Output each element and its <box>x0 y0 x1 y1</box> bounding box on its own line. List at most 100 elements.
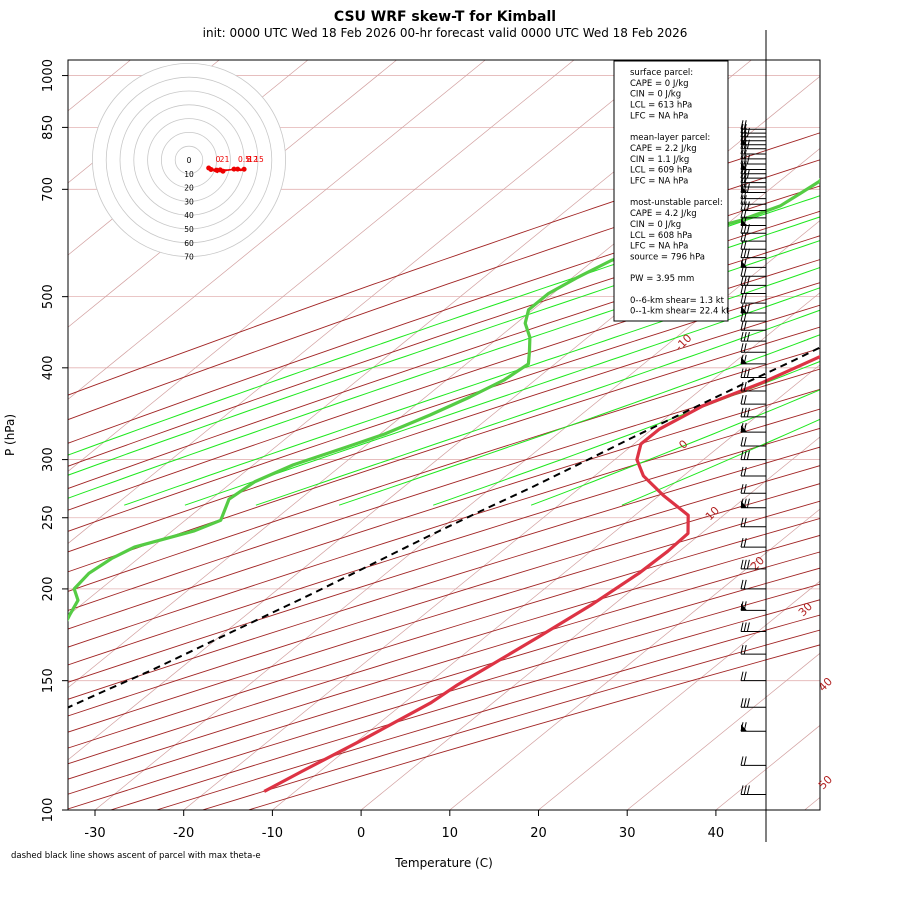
x-tick-label: -20 <box>173 826 194 841</box>
wind-barb-feather <box>740 517 744 527</box>
wind-barb <box>740 538 766 548</box>
dry-adiabat-line <box>68 388 820 630</box>
wind-barb <box>740 240 766 250</box>
wind-barb <box>740 312 766 322</box>
hodograph-point <box>217 167 223 173</box>
y-axis-label: P (hPa) <box>3 414 17 456</box>
chart-subtitle: init: 0000 UTC Wed 18 Feb 2026 00-hr for… <box>203 26 688 40</box>
wind-barb-feather <box>743 189 747 199</box>
hodograph-ring <box>105 76 273 244</box>
wind-barb-feather <box>743 284 747 294</box>
wind-barb <box>740 293 766 304</box>
x-tick-label: 40 <box>708 826 725 841</box>
wind-barb <box>740 321 766 331</box>
moist-adiabat-line <box>68 195 820 456</box>
wind-barb-feather <box>743 343 747 353</box>
wind-barb <box>740 601 766 611</box>
hodograph-ring <box>133 104 245 216</box>
wind-barb-feather <box>743 195 747 205</box>
wind-barb-feather <box>743 645 747 655</box>
wind-barb-feather <box>743 331 747 342</box>
wind-barb-feather <box>746 559 750 569</box>
wind-barb-pennant <box>741 306 747 314</box>
wind-barb-feather <box>743 368 747 378</box>
hodograph-ring-label: 50 <box>184 225 194 234</box>
x-tick-label: 0 <box>357 826 365 841</box>
isotherm-line <box>538 580 820 810</box>
hodograph-ring-label: 30 <box>184 197 194 206</box>
stats-line: CAPE = 4.2 J/kg <box>630 209 697 219</box>
wind-barb-feather <box>743 154 747 165</box>
stats-line: LCL = 609 hPa <box>630 166 692 176</box>
hodograph-trace-label: 0.5 <box>238 155 250 164</box>
dry-adiabat-line <box>68 347 820 592</box>
wind-barb <box>740 303 766 314</box>
hodograph-ring <box>119 90 259 230</box>
wind-barb-feather <box>743 381 747 392</box>
wind-barb-feather <box>746 201 750 211</box>
wind-barb-feather <box>746 450 750 460</box>
moist-adiabat-line <box>68 216 820 476</box>
wind-barb-feather <box>746 785 750 795</box>
wind-barb-feather <box>743 201 747 211</box>
wind-barb-pennant <box>741 603 747 611</box>
wind-barb-feather <box>743 756 747 766</box>
hodograph-ring <box>174 145 204 175</box>
wind-barb-feather <box>746 622 750 632</box>
wind-barb-feather <box>740 407 744 417</box>
moist-adiabat-line <box>184 287 820 506</box>
y-tick-label: 850 <box>41 115 56 140</box>
y-tick-label: 500 <box>41 284 56 309</box>
wind-barb-feather <box>740 394 744 405</box>
stats-line: LCL = 613 hPa <box>630 101 692 111</box>
wind-barb-feather <box>743 312 747 322</box>
wind-barb-feather <box>746 276 750 286</box>
wind-barb-feather <box>743 622 747 632</box>
x-tick-label: -30 <box>84 826 105 841</box>
wind-barb-feather <box>740 144 744 155</box>
stats-line: mean-layer parcel: <box>630 133 710 143</box>
wind-barb-feather <box>743 785 747 795</box>
hodograph-trace-label: 0 <box>216 155 221 164</box>
dry-adiabat-line <box>68 446 820 683</box>
stats-line: CIN = 0 J/kg <box>630 90 681 100</box>
wind-barb-feather <box>740 201 744 211</box>
stats-line: LFC = NA hPa <box>630 242 688 252</box>
wind-barb <box>740 248 766 259</box>
hodograph-ring-label: 0 <box>187 156 192 165</box>
wind-barb <box>740 276 766 286</box>
stats-line: PW = 3.95 mm <box>630 274 694 284</box>
wind-barb <box>740 785 766 795</box>
wind-barb-feather <box>743 436 747 447</box>
wind-barb-feather <box>743 123 747 134</box>
wind-barb <box>740 267 766 277</box>
dry-adiabat-line <box>68 259 820 511</box>
wind-barb <box>740 466 766 477</box>
wind-barb <box>740 622 766 633</box>
wind-barb-feather <box>743 450 747 460</box>
isotherm-line <box>94 220 820 810</box>
wind-barb-feather <box>740 785 744 795</box>
wind-barb <box>740 722 766 732</box>
y-tick-label: 400 <box>41 355 56 380</box>
wind-barb-feather <box>740 123 744 134</box>
wind-barb-feather <box>743 538 747 548</box>
moist-adiabat-line <box>255 309 820 506</box>
hodograph-trace-label: 12 <box>248 155 258 164</box>
hodograph-point <box>214 167 220 173</box>
wind-barb-feather <box>743 321 747 331</box>
hodograph-point <box>241 166 247 172</box>
parcel-ascent-trace <box>68 346 820 709</box>
wind-barb <box>740 484 766 494</box>
hodograph-ring <box>92 63 286 257</box>
wind-barb-feather <box>740 436 744 447</box>
wind-barb-feather <box>743 267 747 277</box>
dry-adiabat-line <box>68 368 820 611</box>
moist-adiabat-line <box>433 360 820 506</box>
wind-barb-feather <box>740 450 744 460</box>
x-tick-label: 10 <box>442 826 459 841</box>
wind-barb-feather <box>740 368 744 378</box>
x-tick-label: 20 <box>530 826 547 841</box>
